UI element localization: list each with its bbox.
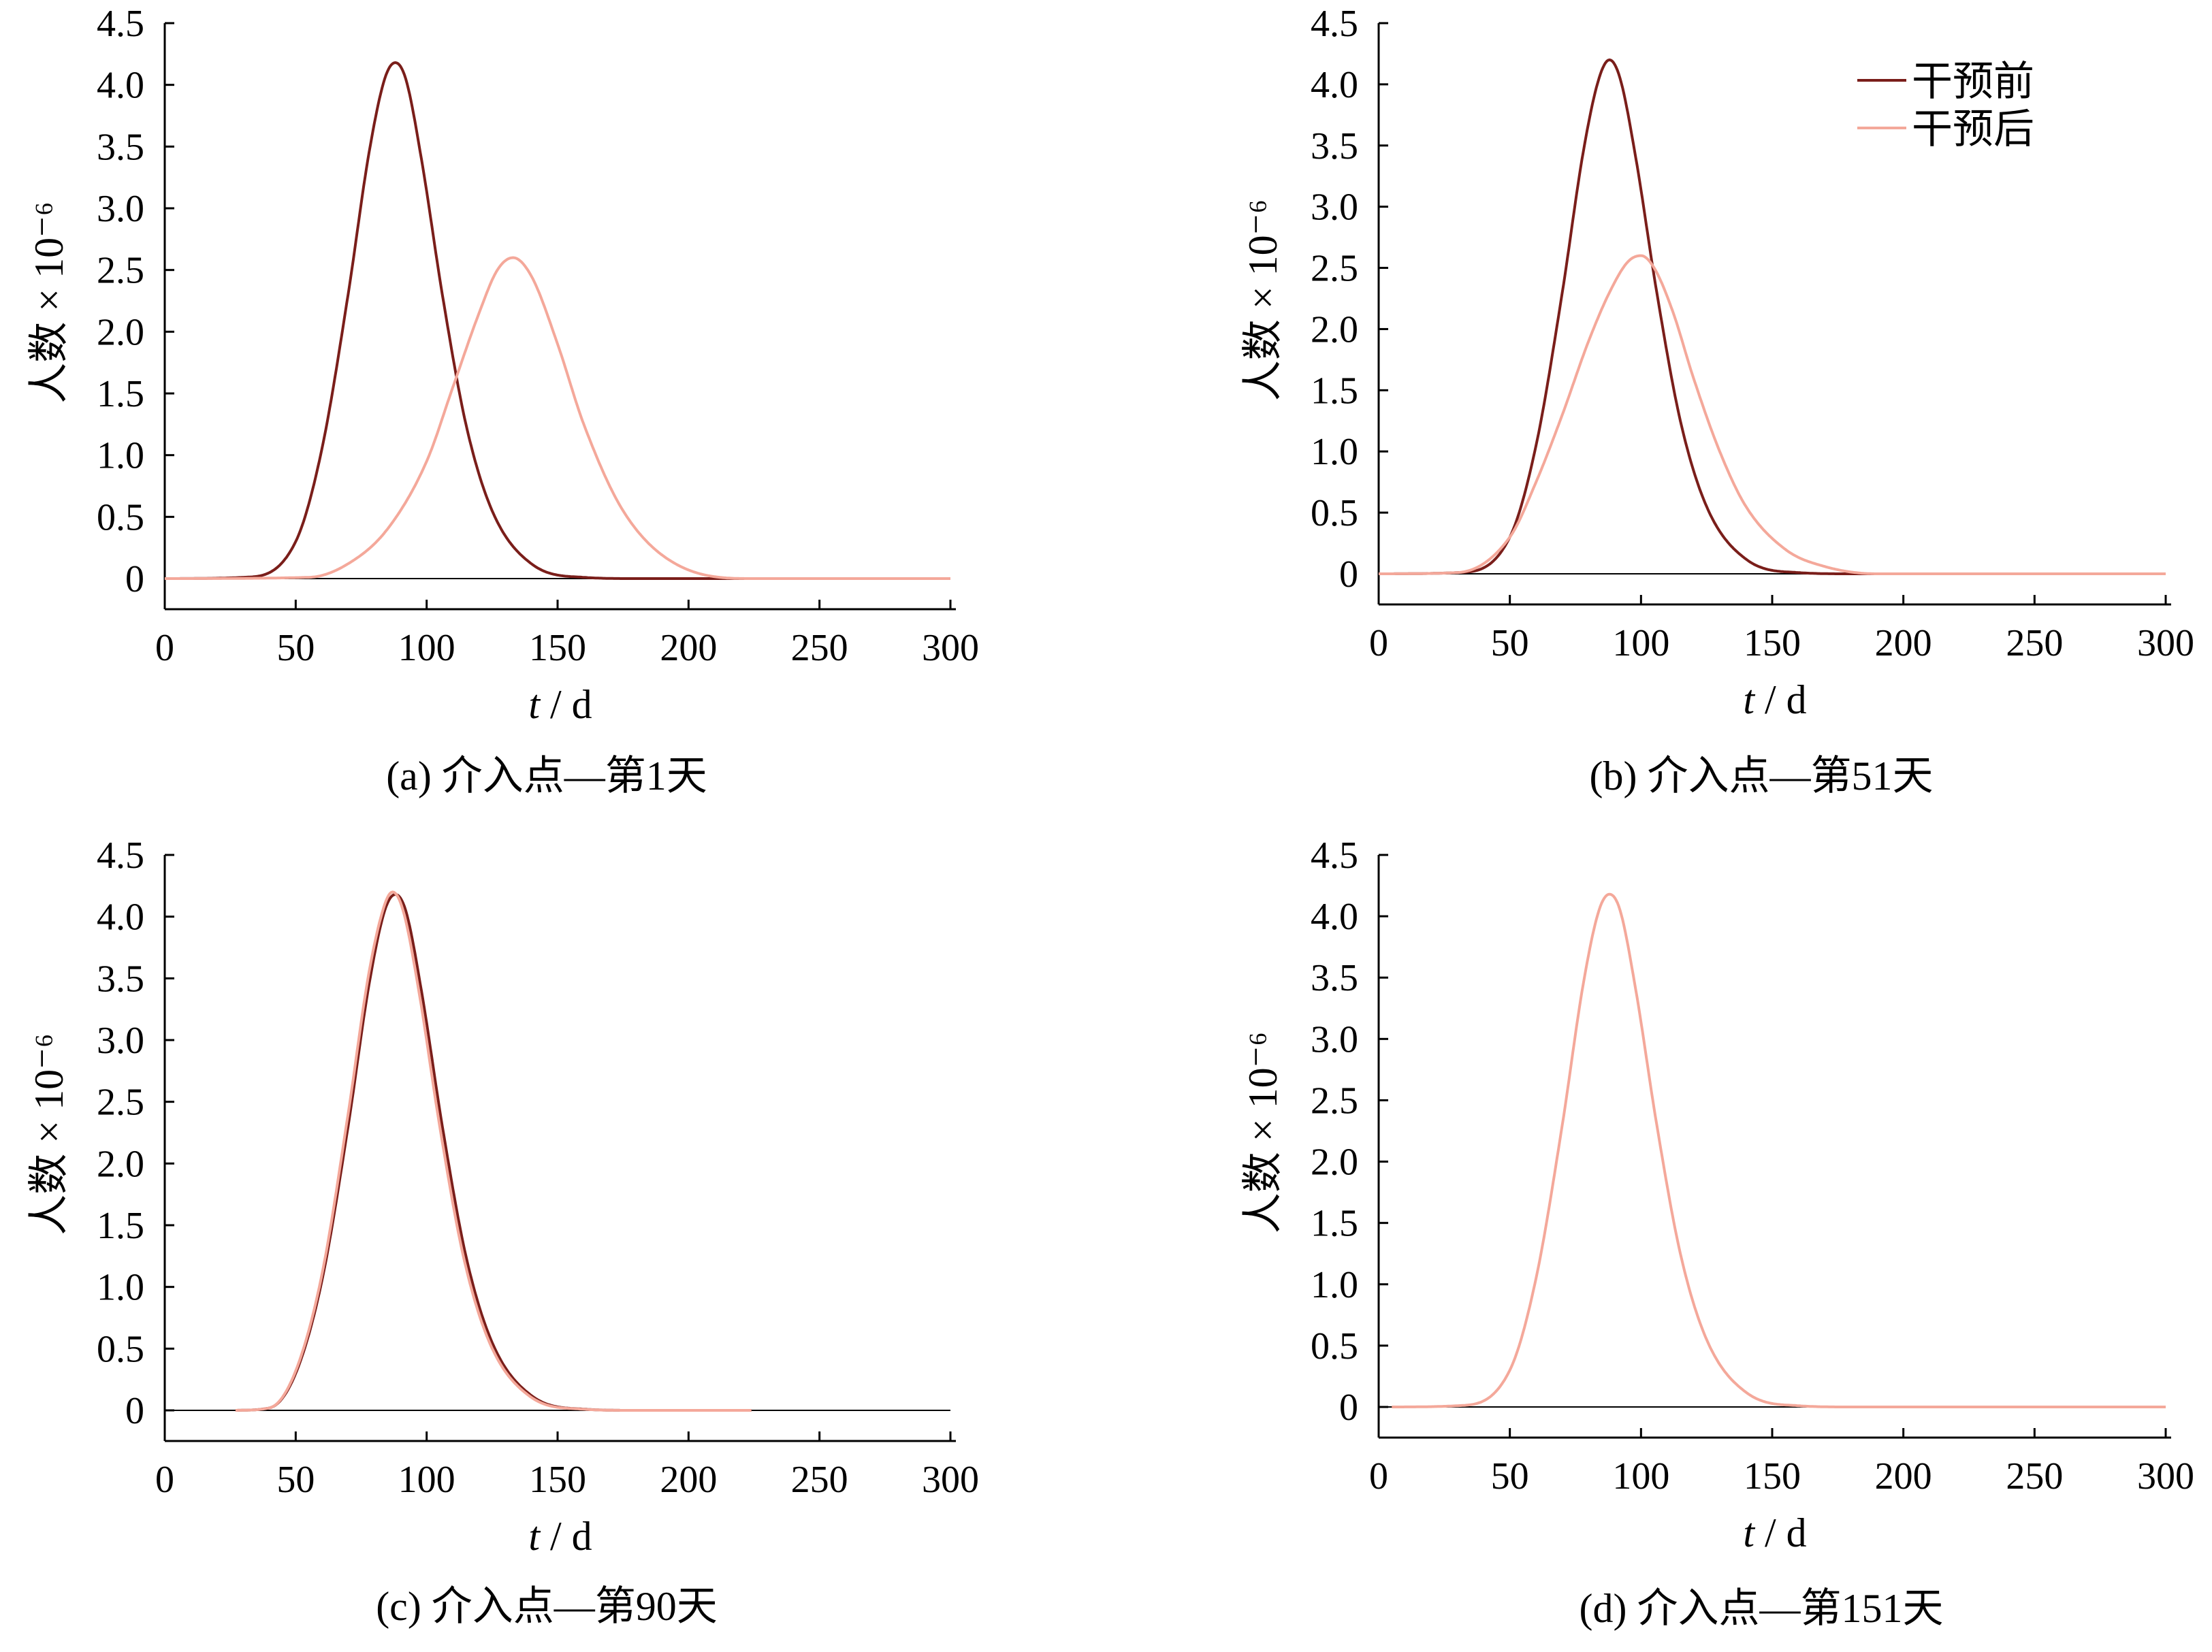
y-tick-label: 3.0	[1311, 1018, 1358, 1060]
x-tick-label: 300	[2137, 622, 2194, 664]
y-tick-label: 2.5	[1311, 1080, 1358, 1122]
y-tick-label: 0	[1339, 553, 1358, 596]
y-tick-label: 2.0	[1311, 308, 1358, 351]
y-axis-label: 人数 × 10⁻⁶	[1240, 199, 1285, 401]
y-tick-label: 4.0	[97, 65, 144, 107]
x-tick-label: 0	[155, 627, 174, 669]
x-tick-label: 200	[1875, 1455, 1932, 1497]
y-tick-label: 0	[125, 1390, 144, 1432]
x-tick-label: 150	[1744, 1455, 1801, 1497]
x-tick-label: 200	[660, 627, 717, 669]
legend-label: 干预前	[1912, 59, 2034, 104]
x-tick-label: 150	[1744, 622, 1801, 664]
y-tick-label: 4.5	[97, 3, 144, 45]
x-tick-label: 200	[1875, 622, 1932, 664]
y-tick-label: 0.5	[1311, 1325, 1358, 1367]
y-tick-label: 3.5	[1311, 125, 1358, 167]
y-tick-label: 3.5	[1311, 957, 1358, 999]
x-axis-label: t / d	[1743, 677, 1806, 722]
y-tick-label: 2.5	[97, 250, 144, 292]
x-axis-label: t / d	[528, 682, 592, 727]
chart-panel-d: 0 0.5 1.0 1.5 2.0 2.5 3.0 3.5 4.0 4.5 0 50 100 150 200…	[1240, 835, 2194, 1631]
series-line-after	[235, 890, 752, 1412]
x-tick-label: 250	[791, 627, 848, 669]
x-tick-label: 150	[529, 627, 586, 669]
y-tick-label: 2.0	[97, 311, 144, 353]
y-tick-label: 3.0	[97, 188, 144, 230]
y-axis-label: 人数 × 10⁻⁶	[27, 1033, 71, 1235]
x-tick-label: 0	[1369, 1455, 1388, 1497]
y-axis-label: 人数 × 10⁻⁶	[27, 201, 71, 403]
y-tick-label: 0	[125, 558, 144, 600]
y-tick-label: 2.5	[97, 1082, 144, 1124]
series-line-after	[1378, 254, 2166, 575]
y-tick-label: 3.0	[1311, 187, 1358, 229]
y-tick-label: 1.0	[97, 435, 144, 477]
y-tick-label: 1.0	[1311, 431, 1358, 473]
x-tick-label: 100	[398, 1459, 455, 1501]
x-tick-label: 0	[155, 1459, 174, 1501]
series-line-before	[1378, 58, 2166, 575]
chart-panel-a: 0 0.5 1.0 1.5 2.0 2.5 3.0 3.5 4.0 4.5 0 50 100 150 200…	[27, 3, 979, 798]
panel-caption: (d) 介入点—第151天	[1580, 1586, 1944, 1631]
chart-panel-b: 0 0.5 1.0 1.5 2.0 2.5 3.0 3.5 4.0 4.5 0 50 100 150 200…	[1240, 3, 2194, 798]
y-tick-label: 2.0	[97, 1143, 144, 1185]
series-line-before	[235, 893, 752, 1412]
y-tick-label: 4.0	[1311, 64, 1358, 106]
x-tick-label: 50	[1491, 622, 1529, 664]
series-line-after	[164, 256, 951, 580]
y-tick-label: 1.0	[97, 1267, 144, 1309]
y-tick-label: 0.5	[97, 496, 144, 538]
y-tick-label: 4.5	[97, 835, 144, 877]
y-tick-label: 1.5	[1311, 1203, 1358, 1245]
x-tick-label: 50	[1491, 1455, 1529, 1497]
panel-caption: (a) 介入点—第1天	[386, 754, 707, 798]
series-line-after	[1392, 892, 2166, 1408]
x-tick-label: 200	[660, 1459, 717, 1501]
x-tick-label: 50	[276, 1459, 315, 1501]
y-tick-label: 3.5	[97, 126, 144, 168]
y-tick-label: 3.5	[97, 958, 144, 1000]
x-tick-label: 250	[791, 1459, 848, 1501]
legend-label: 干预后	[1912, 107, 2034, 152]
x-tick-label: 150	[529, 1459, 586, 1501]
x-axis-label: t / d	[1743, 1510, 1806, 1555]
x-tick-label: 300	[922, 627, 979, 669]
y-tick-label: 4.0	[97, 896, 144, 939]
y-tick-label: 4.0	[1311, 896, 1358, 938]
series-line-before	[164, 61, 951, 580]
y-tick-label: 4.5	[1311, 3, 1358, 45]
panel-caption: (b) 介入点—第51天	[1590, 754, 1934, 798]
x-tick-label: 100	[1612, 1455, 1669, 1497]
x-tick-label: 250	[2006, 622, 2063, 664]
x-tick-label: 50	[276, 627, 315, 669]
chart-panel-c: 0 0.5 1.0 1.5 2.0 2.5 3.0 3.5 4.0 4.5 0 50 100 150 200…	[27, 835, 979, 1629]
x-tick-label: 250	[2006, 1455, 2063, 1497]
y-tick-label: 2.0	[1311, 1141, 1358, 1184]
x-tick-label: 100	[398, 627, 455, 669]
x-tick-label: 0	[1369, 622, 1388, 664]
y-tick-label: 4.5	[1311, 835, 1358, 877]
y-tick-label: 3.0	[97, 1020, 144, 1062]
y-tick-label: 0.5	[97, 1328, 144, 1370]
y-tick-label: 1.5	[97, 373, 144, 415]
y-tick-label: 2.5	[1311, 248, 1358, 290]
x-tick-label: 300	[922, 1459, 979, 1501]
panel-caption: (c) 介入点—第90天	[376, 1584, 718, 1629]
x-axis-label: t / d	[528, 1514, 592, 1559]
y-tick-label: 0	[1339, 1387, 1358, 1429]
x-tick-label: 300	[2137, 1455, 2194, 1497]
y-tick-label: 1.5	[97, 1205, 144, 1247]
y-tick-label: 1.5	[1311, 370, 1358, 412]
y-axis-label: 人数 × 10⁻⁶	[1240, 1032, 1285, 1233]
y-tick-label: 0.5	[1311, 492, 1358, 534]
x-tick-label: 100	[1612, 622, 1669, 664]
y-tick-label: 1.0	[1311, 1264, 1358, 1306]
